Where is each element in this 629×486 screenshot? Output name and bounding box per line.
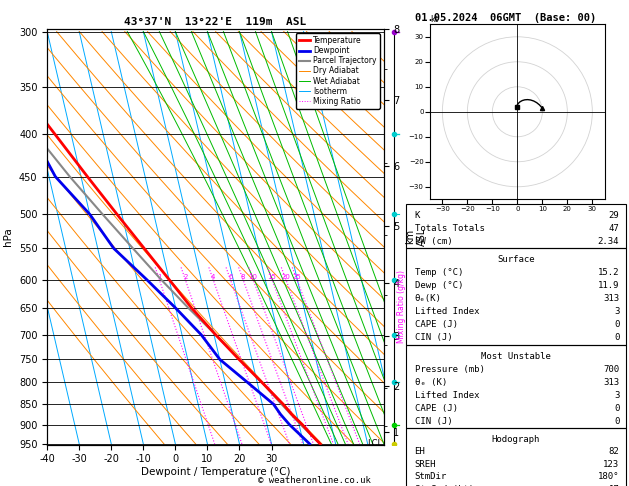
Text: Pressure (mb): Pressure (mb)	[415, 364, 484, 374]
Text: 3: 3	[614, 307, 619, 316]
Text: Lifted Index: Lifted Index	[415, 391, 479, 400]
Text: 0: 0	[614, 417, 619, 426]
Text: 1: 1	[157, 274, 162, 279]
Text: 29: 29	[608, 211, 619, 220]
Text: θₑ(K): θₑ(K)	[415, 294, 442, 303]
Text: 700: 700	[603, 364, 619, 374]
Title: 43°37'N  13°22'E  119m  ASL: 43°37'N 13°22'E 119m ASL	[125, 17, 306, 27]
Bar	[406, 248, 626, 345]
Bar	[406, 428, 626, 486]
Text: StmDir: StmDir	[415, 472, 447, 481]
Text: 8: 8	[241, 274, 245, 279]
Text: CIN (J): CIN (J)	[415, 417, 452, 426]
Text: 47: 47	[608, 224, 619, 233]
Text: StmSpd (kt): StmSpd (kt)	[415, 485, 474, 486]
Text: K: K	[415, 211, 420, 220]
Text: 180°: 180°	[598, 472, 619, 481]
Text: Surface: Surface	[497, 255, 535, 264]
Text: 01.05.2024  06GMT  (Base: 00): 01.05.2024 06GMT (Base: 00)	[415, 13, 596, 23]
Text: Totals Totals: Totals Totals	[415, 224, 484, 233]
Text: 2.34: 2.34	[598, 237, 619, 246]
Text: 15.2: 15.2	[598, 268, 619, 277]
Text: 82: 82	[608, 447, 619, 456]
Bar	[406, 345, 626, 428]
Text: CAPE (J): CAPE (J)	[415, 404, 457, 413]
Text: 4: 4	[211, 274, 215, 279]
Text: 0: 0	[614, 404, 619, 413]
Text: PW (cm): PW (cm)	[415, 237, 452, 246]
Text: CIN (J): CIN (J)	[415, 333, 452, 343]
Text: Most Unstable: Most Unstable	[481, 352, 551, 361]
Text: Temp (°C): Temp (°C)	[415, 268, 463, 277]
Text: 123: 123	[603, 460, 619, 469]
Y-axis label: km
ASL: km ASL	[405, 228, 427, 246]
Text: 17: 17	[608, 485, 619, 486]
Text: Lifted Index: Lifted Index	[415, 307, 479, 316]
Text: 313: 313	[603, 294, 619, 303]
Text: 10: 10	[248, 274, 258, 279]
Text: CAPE (J): CAPE (J)	[415, 320, 457, 330]
Text: 313: 313	[603, 378, 619, 387]
Text: SREH: SREH	[415, 460, 436, 469]
Text: Hodograph: Hodograph	[492, 435, 540, 444]
Text: 20: 20	[281, 274, 291, 279]
Text: 25: 25	[292, 274, 301, 279]
Legend: Temperature, Dewpoint, Parcel Trajectory, Dry Adiabat, Wet Adiabat, Isotherm, Mi: Temperature, Dewpoint, Parcel Trajectory…	[296, 33, 380, 109]
Text: LCL: LCL	[367, 439, 382, 449]
Text: 11.9: 11.9	[598, 281, 619, 290]
Text: Dewp (°C): Dewp (°C)	[415, 281, 463, 290]
Text: Mixing Ratio (g/kg): Mixing Ratio (g/kg)	[397, 270, 406, 343]
Bar	[406, 204, 626, 248]
Text: 0: 0	[614, 333, 619, 343]
X-axis label: Dewpoint / Temperature (°C): Dewpoint / Temperature (°C)	[141, 467, 290, 477]
Text: 3: 3	[614, 391, 619, 400]
Text: EH: EH	[415, 447, 425, 456]
Text: kt: kt	[430, 15, 438, 24]
Text: 15: 15	[267, 274, 277, 279]
Y-axis label: hPa: hPa	[3, 227, 13, 246]
Text: 0: 0	[614, 320, 619, 330]
Text: 2: 2	[183, 274, 187, 279]
Text: © weatheronline.co.uk: © weatheronline.co.uk	[258, 476, 371, 485]
Text: θₑ (K): θₑ (K)	[415, 378, 447, 387]
Text: 6: 6	[228, 274, 233, 279]
